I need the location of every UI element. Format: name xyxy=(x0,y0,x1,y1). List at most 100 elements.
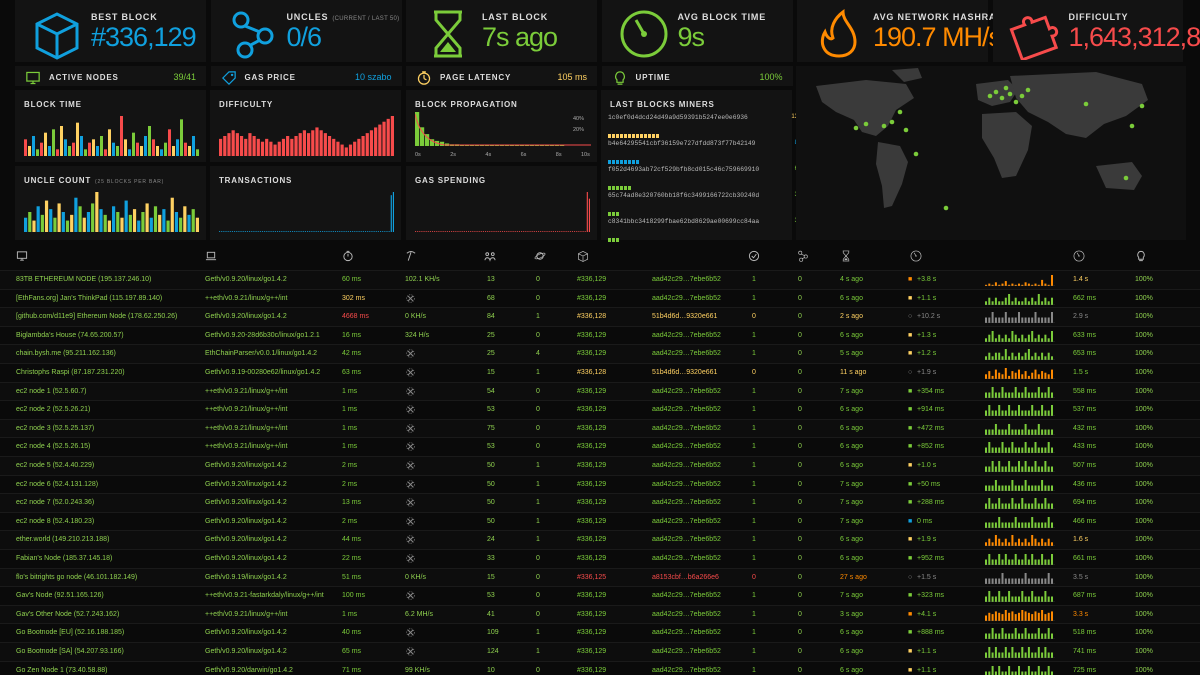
node-latency: 40 ms xyxy=(342,629,362,637)
node-row[interactable]: ec2 node 4 (52.5.26.15) ++eth/v0.9.21/li… xyxy=(0,437,1200,456)
sparkline-bar xyxy=(1031,652,1034,658)
sparkline-bar xyxy=(1041,392,1044,398)
laptop-icon[interactable] xyxy=(205,249,217,261)
transactions-chart: TRANSACTIONS xyxy=(210,166,401,240)
node-row[interactable]: Gav's Node (92.51.165.126) ++eth/v0.9.21… xyxy=(0,586,1200,605)
uncle-count-bar xyxy=(53,217,57,232)
peers-icon[interactable] xyxy=(484,249,496,262)
miner-block-bar xyxy=(608,177,632,190)
node-row[interactable]: Go Bootnode [SA] (54.207.93.166) Geth/v0… xyxy=(0,642,1200,661)
transactions-bar xyxy=(362,231,364,232)
node-row[interactable]: ec2 node 3 (52.5.25.137) ++eth/v0.9.21/l… xyxy=(0,418,1200,438)
uncle-count-bar xyxy=(36,206,40,232)
node-row[interactable]: Go Bootnode [EU] (52.16.188.185) Geth/v0… xyxy=(0,623,1200,642)
cube-icon[interactable] xyxy=(577,249,589,262)
no-miner-icon xyxy=(405,293,417,305)
uncles-icon[interactable] xyxy=(797,249,809,262)
sparkline-bar xyxy=(991,356,994,361)
sparkline-bar xyxy=(1051,466,1053,472)
node-row[interactable]: 83TB ETHEREUM NODE (195.137.246.10) Geth… xyxy=(0,270,1200,289)
miner-block xyxy=(624,134,627,138)
sparkline-bar xyxy=(1051,392,1053,398)
gauge-icon[interactable] xyxy=(1073,249,1085,262)
node-row[interactable]: chain.bysh.me (95.211.162.136) EthChainP… xyxy=(0,344,1200,363)
uncle-count-bar xyxy=(44,200,49,232)
node-row[interactable]: Go Zen Node 1 (73.40.58.88) Geth/v0.9.20… xyxy=(0,660,1200,675)
node-row[interactable]: flo's bitrights go node (46.101.182.149)… xyxy=(0,567,1200,587)
difficulty-bar xyxy=(374,127,378,156)
node-row[interactable]: Gav's Other Node (52.7.243.162) ++eth/v0… xyxy=(0,604,1200,624)
sparkline-bar xyxy=(1031,429,1034,435)
sparkline-bar xyxy=(1021,522,1024,528)
world-map[interactable] xyxy=(796,66,1186,240)
node-location-dot xyxy=(1123,175,1129,181)
sparkline-bar xyxy=(1021,317,1024,324)
sparkline-bar xyxy=(998,461,1001,472)
node-row[interactable]: ec2 node 5 (52.4.40.229) Geth/v0.9.20/li… xyxy=(0,456,1200,475)
node-row[interactable]: ec2 node 6 (52.4.131.128) Geth/v0.9.20/l… xyxy=(0,474,1200,494)
miner-row: c8341bbc3418299fbae62bd8629ae00699cc84aa… xyxy=(608,218,798,244)
node-block: #336,129 xyxy=(577,648,607,655)
sparkline-bar xyxy=(1037,423,1040,435)
node-row[interactable]: Fabian's Node (185.37.145.18) Geth/v0.9.… xyxy=(0,549,1200,568)
node-avg-propagation: 2.9 s xyxy=(1073,313,1089,321)
sparkline-bar xyxy=(1008,317,1011,324)
sparkline-bar xyxy=(985,485,987,491)
sparkline-bar xyxy=(998,405,1001,417)
gas-spending-bar xyxy=(448,231,451,232)
node-row[interactable]: Biglambda's House (74.65.200.57) Geth/v0… xyxy=(0,325,1200,345)
pickaxe-icon[interactable] xyxy=(405,249,417,261)
sparkline-bar xyxy=(1014,613,1017,621)
node-block-hash: aad42c29…7ebe6b52 xyxy=(652,666,721,674)
check-icon[interactable] xyxy=(748,249,760,262)
sparkline-bar xyxy=(994,338,997,342)
sparkline-bar xyxy=(1014,447,1017,454)
propagation-bar xyxy=(540,145,545,146)
no-miner-icon xyxy=(405,497,417,509)
node-row[interactable]: ec2 node 2 (52.5.26.21) ++eth/v0.9.21/li… xyxy=(0,400,1200,419)
sparkline-bar xyxy=(988,671,991,675)
gas-spending-bar xyxy=(514,231,516,232)
hourglass-icon[interactable] xyxy=(840,249,852,262)
sparkline-bar xyxy=(994,410,997,417)
bulb-icon[interactable] xyxy=(1135,249,1147,262)
node-row[interactable]: ec2 node 7 (52.0.243.36) Geth/v0.9.20/li… xyxy=(0,493,1200,512)
sparkline-bar xyxy=(1037,628,1040,640)
node-client: Geth/v0.9.20/linux/go1.4.2 xyxy=(205,499,287,507)
node-block-hash: aad42c29…7ebe6b52 xyxy=(652,610,721,618)
planet-icon[interactable] xyxy=(534,249,546,261)
gas-spending-bar xyxy=(476,231,478,232)
node-uptime: 100% xyxy=(1135,629,1153,637)
node-row[interactable]: ether.world (149.210.213.188) Geth/v0.9.… xyxy=(0,530,1200,549)
sparkline-bar xyxy=(1001,613,1004,621)
sparkline-bar xyxy=(991,386,994,398)
transactions-bar xyxy=(345,231,347,232)
monitor-icon[interactable] xyxy=(16,249,28,261)
sparkline-bar xyxy=(994,447,997,454)
node-propagation-sparkline xyxy=(985,591,1055,603)
gauge-icon[interactable] xyxy=(910,249,922,262)
sparkline-bar xyxy=(1001,374,1004,379)
sparkline-bar xyxy=(1021,429,1024,435)
node-propagation: +952 ms xyxy=(917,555,945,562)
node-latency: 1 ms xyxy=(342,406,358,414)
sparkline-bar xyxy=(991,447,994,454)
sparkline-bar xyxy=(1014,671,1017,675)
node-transactions: 1 xyxy=(752,666,756,674)
sparkline-bar xyxy=(1024,652,1027,658)
last-block-label-text: LAST BLOCK xyxy=(482,12,548,22)
timer-icon[interactable] xyxy=(342,249,354,262)
sparkline-bar xyxy=(1014,554,1017,565)
sparkline-bar xyxy=(1004,334,1007,342)
node-row[interactable]: Christophs Raspi (87.187.231.220) Geth/v… xyxy=(0,363,1200,382)
node-row[interactable]: ec2 node 8 (52.4.180.23) Geth/v0.9.20/li… xyxy=(0,511,1200,531)
sparkline-bar xyxy=(985,300,987,305)
node-row[interactable]: [github.com/d11e9] Ethereum Node (178.62… xyxy=(0,307,1200,326)
sparkline-bar xyxy=(1024,554,1027,565)
sparkline-bar xyxy=(1014,386,1017,398)
node-row[interactable]: [EthFans.org] Jan's ThinkPad (115.197.89… xyxy=(0,288,1200,308)
node-block: #336,129 xyxy=(577,424,607,432)
node-row[interactable]: ec2 node 1 (52.5.60.7) ++eth/v0.9.21/lin… xyxy=(0,381,1200,401)
miner-block xyxy=(640,134,643,138)
node-location-dot xyxy=(913,151,919,157)
